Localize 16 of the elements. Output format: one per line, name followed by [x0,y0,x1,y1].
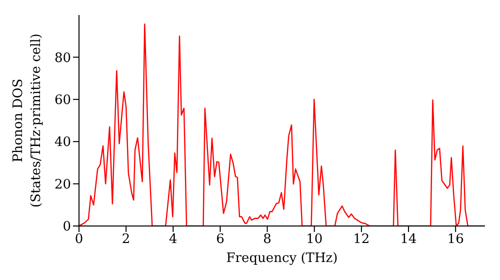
x-tick-label: 14 [400,232,417,248]
x-tick-label: 10 [306,232,323,248]
x-tick-label: 0 [74,232,84,248]
y-tick-label: 80 [54,50,71,66]
x-tick-label: 16 [447,232,464,248]
x-axis-title: Frequency (THz) [226,251,338,266]
x-tick-label: 8 [263,232,272,248]
y-tick-label: 40 [54,135,71,150]
x-tick-label: 2 [122,232,130,248]
x-tick-label: 12 [353,232,370,248]
y-tick-label: 20 [54,177,71,192]
y-axis-title: Phonon DOS (States/THz·primitive cell) [11,33,44,208]
x-tick-label: 4 [169,232,178,248]
x-tick-label: 6 [216,232,224,248]
y-tick-label: 60 [54,93,71,108]
y-tick-label: 0 [62,220,71,235]
